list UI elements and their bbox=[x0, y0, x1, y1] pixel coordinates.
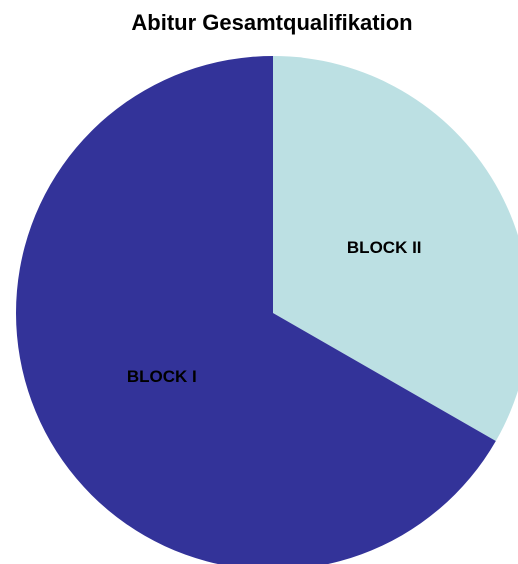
slice-label: BLOCK I bbox=[127, 367, 197, 386]
slice-label: BLOCK II bbox=[347, 238, 422, 257]
pie-slice bbox=[273, 56, 518, 442]
chart-title: Abitur Gesamtqualifikation bbox=[131, 10, 412, 35]
pie-slice bbox=[16, 56, 496, 564]
